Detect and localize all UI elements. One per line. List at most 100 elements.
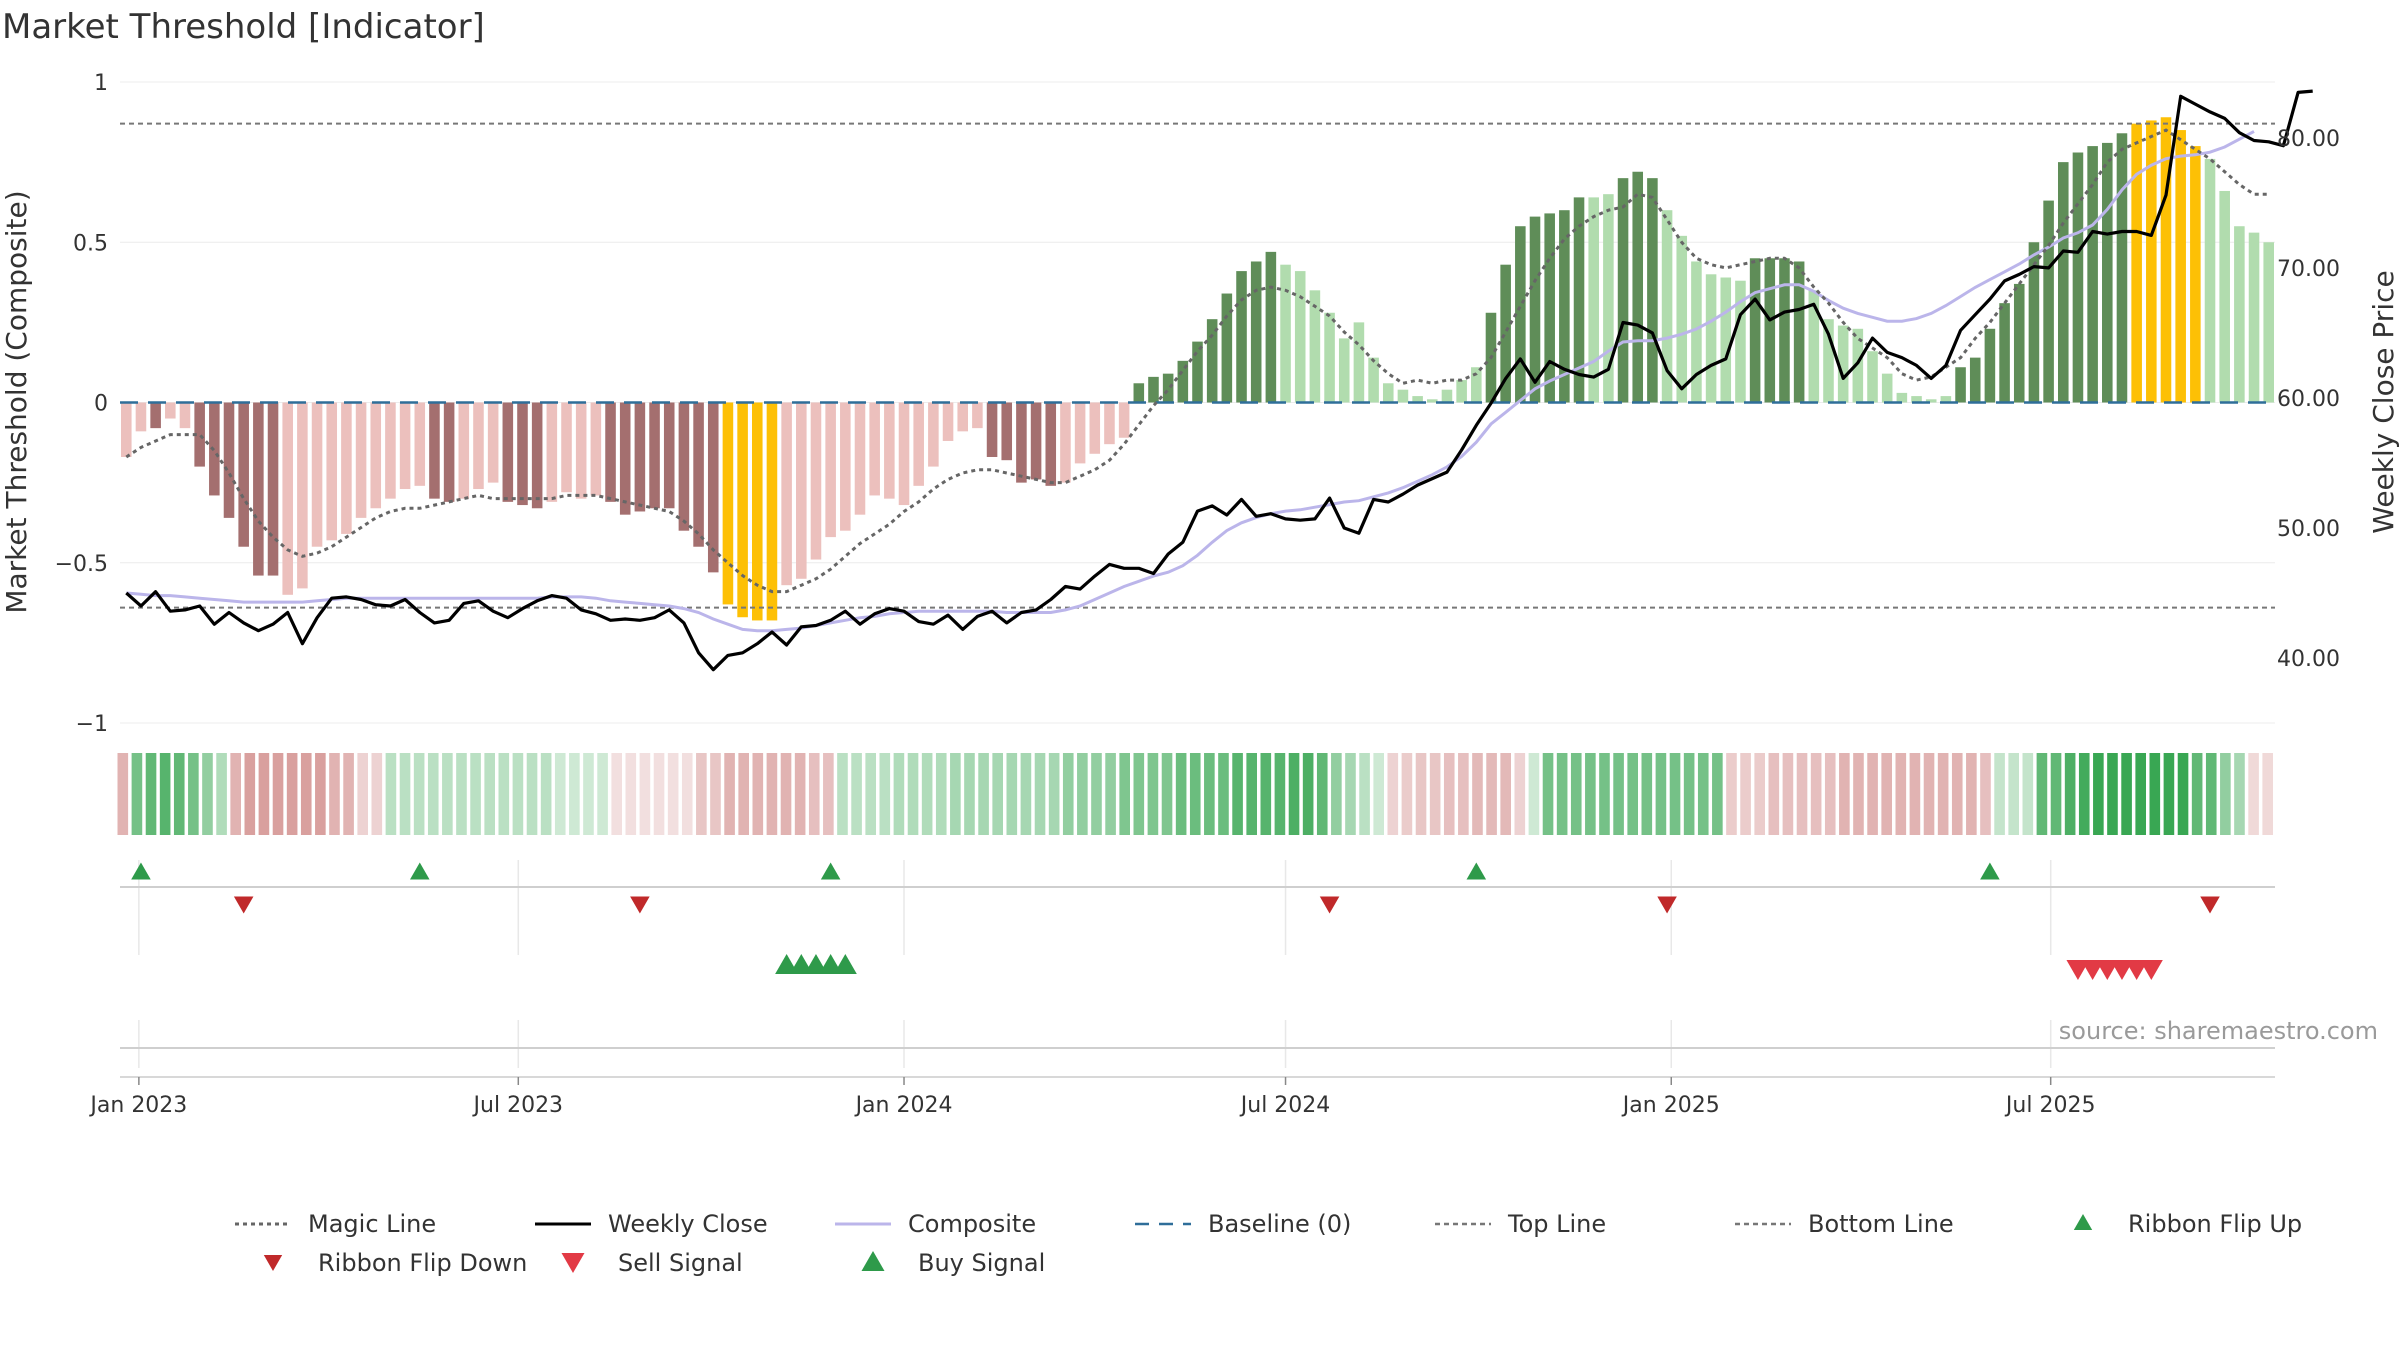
composite-bar [443,402,455,502]
composite-bar [1749,258,1761,403]
ribbon-segment [1048,753,1060,835]
composite-bar [825,402,836,538]
ribbon-segment [1556,753,1568,835]
composite-bar [561,402,572,493]
ribbon-segment [2234,753,2245,835]
ribbon-segment [371,753,383,835]
composite-bar [869,402,880,496]
ribbon-segment [1923,753,1935,835]
composite-bar [2175,130,2186,403]
composite-bar [590,402,602,496]
composite-bar [311,402,323,547]
sell-signal-marker [2125,960,2149,980]
ribbon-segment [1062,753,1074,835]
composite-bar [1661,210,1673,403]
ribbon-segment [766,753,778,835]
ribbon-segment [978,753,989,835]
ribbon-segment [2220,753,2231,835]
y-tick-label-left: −0.5 [55,552,108,577]
ribbon-segment [540,753,552,835]
composite-bar [487,402,499,483]
composite-bar [1045,402,1057,486]
ribbon-segment [1175,753,1187,835]
composite-bar [972,402,983,429]
composite-bar [1911,396,1922,403]
ribbon-segment [907,753,919,835]
ribbon-segment [837,753,848,835]
ribbon-segment [526,753,538,835]
composite-bar [2087,146,2098,403]
ribbon-segment [893,753,905,835]
legend-label: Baseline (0) [1208,1210,1351,1238]
ribbon-segment [512,753,524,835]
series-lines [120,89,2313,672]
legend-swatch [861,1251,885,1271]
buy-signal-marker [775,954,799,974]
composite-bar [165,402,176,419]
composite-bar [678,402,690,531]
composite-bar [1471,367,1482,403]
composite-bar [253,402,264,576]
ribbon-segment [1627,753,1638,835]
composite-bar [693,402,704,547]
composite-bar [458,402,470,499]
composite-bar [1808,290,1820,403]
composite-bar [1940,396,1952,403]
composite-bar [1265,251,1277,403]
composite-bar [1060,402,1071,483]
composite-bar [2102,142,2113,403]
ribbon-segment [2205,753,2217,835]
composite-bar [2013,283,2025,403]
ribbon-segment [244,753,256,835]
composite-bar [2072,152,2084,403]
ribbon-segment [1570,753,1582,835]
sell-signal-marker [2139,960,2163,980]
ribbon-segment [1768,753,1780,835]
composite-bar [781,402,792,586]
y-tick-label-right: 70.00 [2277,257,2340,282]
legend-swatch [2073,1214,2093,1230]
composite-bar [2057,162,2069,403]
ribbon-segment [597,753,608,835]
ribbon-segment [329,753,340,835]
ribbon-segment [935,753,947,835]
magic-line [125,128,2269,594]
composite-line [126,130,2255,633]
composite-bar [986,402,998,457]
ribbon-flip-down-marker [1657,896,1677,914]
ribbon-flip-up-marker [409,862,430,880]
composite-bar [1881,373,1893,403]
y-tick-label-left: −1 [76,712,108,737]
ribbon-segment [1980,753,1991,835]
ribbon-segment [2248,753,2259,835]
ribbon-segment [1669,753,1681,835]
y-axis-label-left: Market Threshold (Composite) [0,190,33,613]
ribbon [117,753,2273,835]
buy-signal-marker [789,954,813,974]
composite-bar [1294,271,1306,403]
ribbon-segment [1020,753,1032,835]
ribbon-segment [1429,753,1441,835]
composite-bar [913,402,924,486]
ribbon-segment [117,753,129,835]
composite-bar [1617,178,1629,403]
ribbon-segment [2064,753,2076,835]
ribbon-segment [667,753,679,835]
ribbon-segment [851,753,862,835]
composite-bar [1632,171,1644,403]
composite-bar [326,402,338,541]
ribbon-segment [964,753,975,835]
ribbon-segment [1246,753,1257,835]
composite-bars [121,117,2274,621]
y-tick-label-left: 1 [94,71,108,96]
composite-bar [2248,232,2260,403]
composite-bar [854,402,866,515]
ribbon-segment [1881,753,1892,835]
composite-bar [399,402,411,490]
composite-bar [1192,341,1203,403]
ribbon-segment [343,753,354,835]
ribbon-segment [1415,753,1427,835]
composite-bar [1705,274,1717,403]
ribbon-segment [1909,753,1921,835]
composite-bar [1588,197,1599,403]
